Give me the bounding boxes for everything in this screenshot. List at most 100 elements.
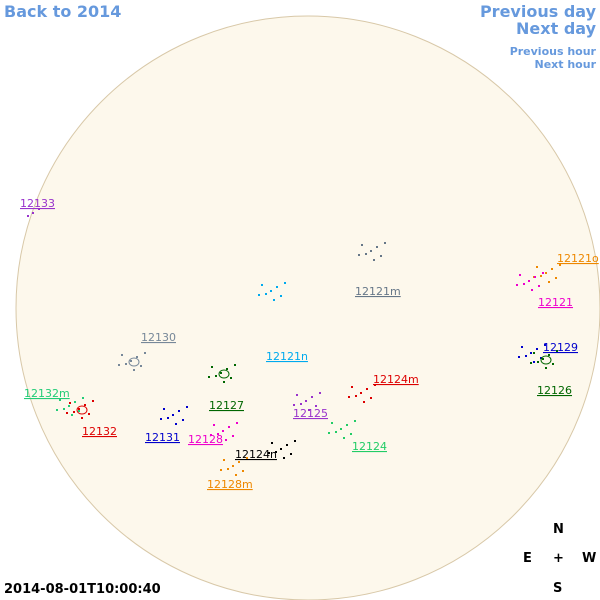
- region-label: 12124m: [373, 373, 419, 386]
- region-label: 12127: [209, 399, 244, 412]
- spot: [59, 399, 61, 401]
- spot: [261, 284, 263, 286]
- spot: [228, 426, 230, 428]
- spot: [519, 274, 521, 276]
- spot: [178, 410, 180, 412]
- spot: [84, 404, 86, 406]
- next-day-link[interactable]: Next day: [516, 19, 596, 38]
- spot: [69, 402, 71, 404]
- spot: [280, 295, 282, 297]
- spot: [555, 277, 557, 279]
- spot: [88, 413, 90, 415]
- spot: [518, 356, 520, 358]
- spot: [552, 363, 554, 365]
- spot: [319, 392, 321, 394]
- spot: [540, 357, 542, 359]
- spot: [380, 255, 382, 257]
- spot: [315, 405, 317, 407]
- spot: [548, 281, 550, 283]
- spot: [373, 259, 375, 261]
- spot: [82, 397, 84, 399]
- spot: [133, 369, 135, 371]
- spot: [186, 406, 188, 408]
- spot: [384, 242, 386, 244]
- spot: [213, 424, 215, 426]
- spot: [286, 444, 288, 446]
- spot: [335, 431, 337, 433]
- spot: [136, 356, 138, 358]
- spot: [236, 422, 238, 424]
- spot: [328, 432, 330, 434]
- spot: [538, 285, 540, 287]
- region-label: 12121n: [266, 350, 308, 363]
- region-label: 12131: [145, 431, 180, 444]
- spot: [258, 294, 260, 296]
- spot: [242, 470, 244, 472]
- spot: [305, 400, 307, 402]
- spot: [273, 299, 275, 301]
- region-label: 12126: [537, 384, 572, 397]
- spot: [365, 253, 367, 255]
- spot: [270, 290, 272, 292]
- spot: [355, 395, 357, 397]
- spot: [271, 442, 273, 444]
- spot: [81, 417, 83, 419]
- spot: [27, 215, 29, 217]
- spot: [366, 388, 368, 390]
- compass-east: E: [523, 551, 532, 566]
- spot: [226, 368, 228, 370]
- spot: [140, 365, 142, 367]
- region-label: 12132: [82, 425, 117, 438]
- spot: [542, 272, 544, 274]
- region-label: 12128m: [207, 478, 253, 491]
- spot: [551, 268, 553, 270]
- spot: [540, 275, 542, 277]
- compass-center: +: [553, 551, 564, 566]
- spot: [220, 372, 222, 374]
- compass-south: S: [553, 581, 563, 596]
- spot: [92, 400, 94, 402]
- spot: [68, 405, 70, 407]
- spot: [374, 384, 376, 386]
- spot: [530, 362, 532, 364]
- spot: [340, 428, 342, 430]
- spot: [175, 423, 177, 425]
- previous-hour-link[interactable]: Previous hour: [509, 45, 596, 58]
- next-hour-link[interactable]: Next hour: [534, 58, 597, 71]
- spot: [223, 381, 225, 383]
- spot: [121, 354, 123, 356]
- previous-day-link[interactable]: Previous day: [479, 2, 596, 21]
- spot: [354, 420, 356, 422]
- spot: [300, 403, 302, 405]
- spot-group: [76, 405, 88, 415]
- spot: [227, 468, 229, 470]
- back-link[interactable]: Back to 2014: [4, 2, 122, 21]
- spot: [521, 346, 523, 348]
- spot: [556, 350, 558, 352]
- spot: [38, 208, 40, 210]
- compass-north: N: [553, 522, 564, 537]
- region-label: 12124n: [235, 448, 277, 461]
- region-label: 12125: [293, 407, 328, 420]
- spot: [350, 433, 352, 435]
- spot: [210, 434, 212, 436]
- region-label: 12132m: [24, 387, 70, 400]
- spot: [351, 386, 353, 388]
- region-label: 12129: [543, 341, 578, 354]
- spot: [348, 396, 350, 398]
- spot: [265, 293, 267, 295]
- spot: [63, 408, 65, 410]
- spot: [160, 418, 162, 420]
- spot: [284, 282, 286, 284]
- spot-group: [128, 357, 140, 367]
- region-label: 12121: [538, 296, 573, 309]
- region-label: 12128: [188, 433, 223, 446]
- spot: [78, 408, 80, 410]
- spot: [548, 354, 550, 356]
- spot: [542, 358, 544, 360]
- spot: [370, 250, 372, 252]
- spot: [294, 440, 296, 442]
- spot: [268, 452, 270, 454]
- spot: [308, 409, 310, 411]
